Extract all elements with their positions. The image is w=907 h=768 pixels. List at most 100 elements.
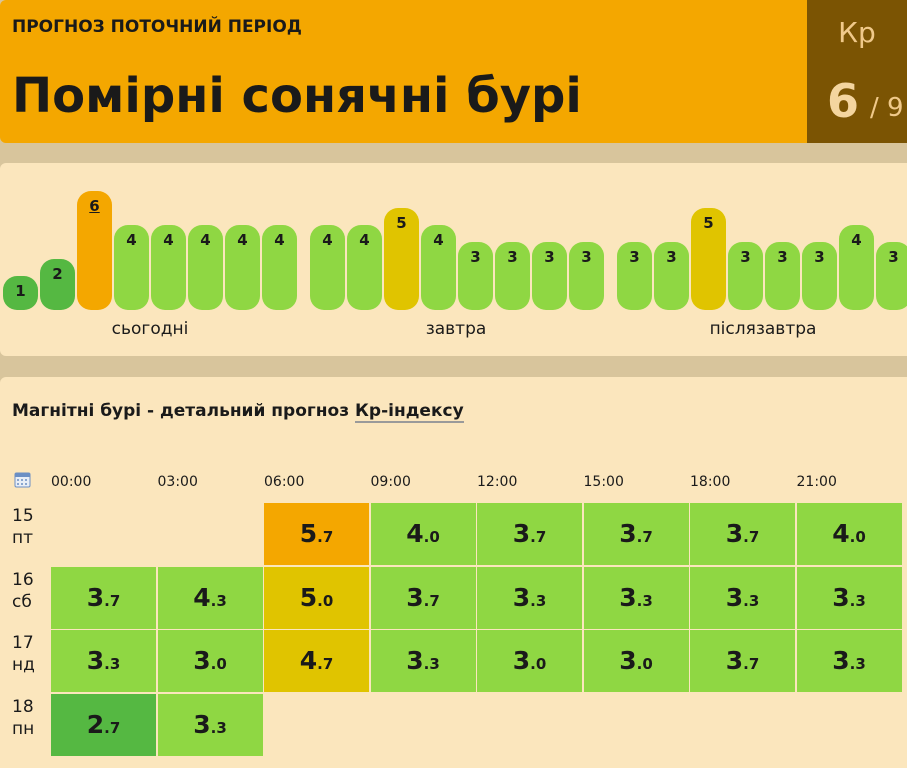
kp-fraction: .7 [743, 655, 760, 673]
kp-bar: 6 [77, 191, 112, 310]
kp-bar: 3 [617, 242, 652, 310]
storm-title: Помірні сонячні бурі [12, 68, 582, 124]
kp-bar: 3 [458, 242, 493, 310]
time-label: 15:00 [583, 474, 624, 490]
kp-integer: 3 [832, 646, 850, 675]
kp-bar: 3 [654, 242, 689, 310]
kp-forecast-cell: 3.7 [690, 503, 795, 565]
kp-bar: 3 [802, 242, 837, 310]
kp-forecast-cell: 3.7 [477, 503, 582, 565]
kp-fraction: .3 [210, 591, 227, 610]
kp-bar: 2 [40, 259, 75, 310]
kp-integer: 4 [193, 582, 211, 612]
kp-forecast-cell: 5.7 [264, 503, 369, 565]
kp-fraction: .0 [210, 655, 227, 673]
period-label: ПРОГНОЗ ПОТОЧНИЙ ПЕРІОД [12, 17, 302, 37]
kp-bar: 4 [151, 225, 186, 310]
kp-max-value: / 9 [870, 93, 904, 123]
kp-bar: 4 [262, 225, 297, 310]
kp-bar: 4 [114, 225, 149, 310]
kp-integer: 3 [406, 646, 424, 675]
kp-integer: 3 [619, 582, 637, 612]
kp-fraction: .3 [104, 655, 121, 673]
date-label: 18 пн [12, 696, 34, 740]
day-label-today: сьогодні [111, 319, 189, 339]
kp-fraction: .7 [104, 591, 121, 610]
kp-forecast-cell: 2.7 [51, 693, 156, 756]
date-label: 15 пт [12, 505, 34, 549]
kp-fraction: .3 [636, 591, 653, 610]
kp-bar: 3 [765, 242, 800, 310]
kp-integer: 3 [725, 646, 744, 675]
kp-forecast-cell: 4.0 [370, 503, 476, 565]
kp-integer: 2 [86, 709, 105, 739]
time-label: 09:00 [370, 474, 411, 490]
kp-forecast-cell: 3.3 [690, 566, 795, 629]
kp-forecast-cell: 3.7 [370, 566, 476, 629]
kp-fraction: .0 [530, 655, 547, 673]
kp-fraction: .7 [636, 528, 653, 546]
kp-fraction: .7 [317, 528, 334, 546]
storm-level-banner: ПРОГНОЗ ПОТОЧНИЙ ПЕРІОД Помірні сонячні … [0, 0, 807, 143]
kp-fraction: .3 [849, 655, 866, 673]
kp-bar: 3 [728, 242, 763, 310]
kp-integer: 3 [725, 582, 744, 612]
kp-forecast-cell: 3.7 [51, 566, 156, 629]
kp-fraction: .3 [530, 591, 547, 610]
kp-fraction: .0 [423, 528, 440, 546]
day-label-after-tomorrow: післязавтра [709, 319, 817, 339]
kp-index-link[interactable]: Кр-індексу [355, 401, 464, 423]
kp-forecast-cell: 3.0 [477, 630, 582, 692]
kp-integer: 3 [512, 582, 531, 612]
weekday: пн [12, 718, 35, 739]
kp-bar: 3 [876, 242, 907, 310]
kp-integer: 3 [512, 519, 531, 548]
date-label: 16 сб [12, 569, 34, 613]
time-label: 21:00 [796, 474, 837, 490]
kp-fraction: .3 [849, 591, 866, 610]
time-label: 12:00 [477, 474, 518, 490]
kp-bar: 3 [532, 242, 567, 310]
kp-bar: 3 [569, 242, 604, 310]
kp-fraction: .3 [210, 718, 227, 737]
kp-fraction: .0 [849, 528, 866, 546]
kp-forecast-cell: 3.0 [583, 630, 689, 692]
kp-forecast-cell: 3.0 [157, 630, 263, 692]
kp-forecast-cell: 3.3 [51, 630, 156, 692]
kp-label: Кр [838, 16, 876, 49]
kp-integer: 4 [406, 519, 424, 548]
kp-bar: 5 [691, 208, 726, 310]
time-label: 18:00 [690, 474, 731, 490]
kp-fraction: .7 [423, 591, 440, 610]
kp-forecast-cell: 4.0 [796, 503, 902, 565]
calendar-icon [14, 472, 31, 488]
kp-bar: 3 [495, 242, 530, 310]
kp-forecast-cell: 3.7 [583, 503, 689, 565]
kp-integer: 3 [406, 582, 424, 612]
date-number: 16 [12, 569, 34, 590]
weekday: пт [12, 528, 34, 548]
time-label: 06:00 [264, 474, 305, 490]
kp-forecast-cell: 3.3 [157, 693, 263, 756]
kp-integer: 3 [619, 519, 637, 548]
kp-integer: 4 [832, 519, 850, 548]
kp-integer: 3 [86, 582, 105, 612]
kp-integer: 4 [299, 646, 318, 675]
kp-forecast-cell: 5.0 [264, 566, 369, 629]
kp-bar: 4 [310, 225, 345, 310]
kp-forecast-cell: 3.3 [583, 566, 689, 629]
kp-forecast-cell: 3.3 [796, 566, 902, 629]
detail-title: Магнітні бурі - детальний прогноз Кр-інд… [12, 401, 464, 423]
kp-integer: 3 [193, 646, 211, 675]
time-label: 00:00 [51, 474, 92, 490]
kp-fraction: .7 [530, 528, 547, 546]
kp-forecast-cell: 3.7 [690, 630, 795, 692]
date-number: 15 [12, 506, 34, 526]
kp-integer: 3 [193, 709, 211, 739]
kp-fraction: .7 [317, 655, 334, 673]
kp-forecast-cell: 3.3 [796, 630, 902, 692]
kp-integer: 3 [725, 519, 744, 548]
weekday: сб [12, 591, 32, 612]
kp-forecast-cell: 3.3 [370, 630, 476, 692]
kp-integer: 3 [832, 582, 850, 612]
